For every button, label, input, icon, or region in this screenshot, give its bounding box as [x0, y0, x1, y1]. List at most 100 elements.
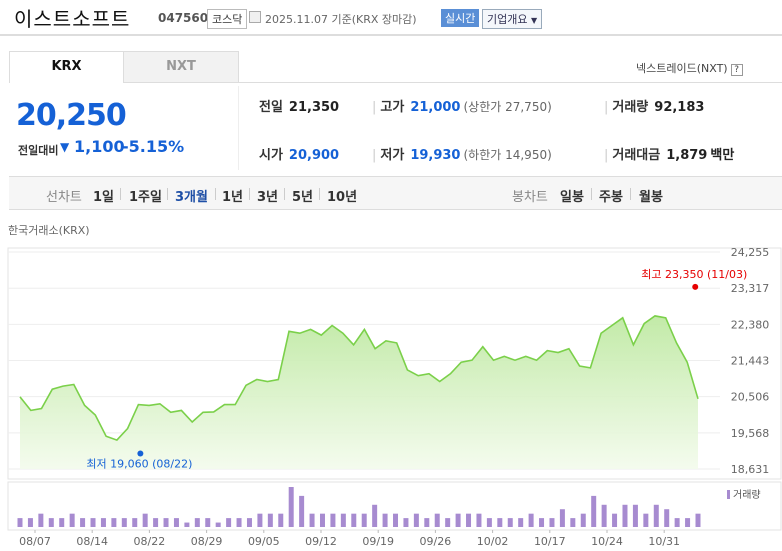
- price-point[interactable]: [18, 395, 22, 399]
- price-point[interactable]: [309, 327, 313, 331]
- price-point[interactable]: [405, 368, 409, 372]
- tab-nxt[interactable]: NXT: [123, 51, 239, 83]
- price-point[interactable]: [502, 354, 506, 358]
- price-point[interactable]: [61, 384, 65, 388]
- price-point[interactable]: [416, 374, 420, 378]
- price-point[interactable]: [190, 420, 194, 424]
- price-point[interactable]: [653, 314, 657, 318]
- price-point[interactable]: [610, 324, 614, 328]
- period-3y[interactable]: 3년: [257, 190, 279, 205]
- realtime-button[interactable]: 실시간: [441, 9, 480, 27]
- price-point[interactable]: [556, 351, 560, 355]
- period-5y[interactable]: 5년: [292, 190, 314, 205]
- price-point[interactable]: [621, 316, 625, 320]
- price-point[interactable]: [212, 410, 216, 414]
- candle-weekly[interactable]: 주봉: [599, 190, 623, 205]
- volume-bar: [121, 518, 127, 527]
- price-point[interactable]: [169, 410, 173, 414]
- price-point[interactable]: [685, 360, 689, 364]
- volume-bar: [434, 513, 440, 527]
- volume-bar: [466, 513, 472, 527]
- price-point[interactable]: [40, 406, 44, 410]
- price-point[interactable]: [696, 397, 700, 401]
- price-point[interactable]: [72, 383, 76, 387]
- price-point[interactable]: [298, 331, 302, 335]
- price-point[interactable]: [664, 316, 668, 320]
- price-point[interactable]: [244, 383, 248, 387]
- volume-bar: [570, 518, 576, 527]
- price-point[interactable]: [631, 343, 635, 347]
- price-point[interactable]: [524, 354, 528, 358]
- price-point[interactable]: [201, 410, 205, 414]
- price-point[interactable]: [147, 403, 151, 407]
- price-point[interactable]: [567, 347, 571, 351]
- price-point[interactable]: [83, 403, 87, 407]
- price-point[interactable]: [158, 402, 162, 406]
- volume-bar: [142, 513, 148, 527]
- price-point[interactable]: [588, 366, 592, 370]
- price-point[interactable]: [126, 427, 130, 431]
- volume-bar: [132, 518, 138, 527]
- price-point[interactable]: [535, 358, 539, 362]
- price-point[interactable]: [384, 339, 388, 343]
- price-point[interactable]: [266, 379, 270, 383]
- candle-daily[interactable]: 일봉: [560, 190, 584, 205]
- price-point[interactable]: [438, 379, 442, 383]
- stat-low: | 저가 19,930 (하한가 14,950): [372, 144, 552, 163]
- price-point[interactable]: [330, 324, 334, 328]
- price-point[interactable]: [319, 333, 323, 337]
- help-icon[interactable]: ?: [730, 64, 743, 76]
- volume-bar: [424, 518, 430, 527]
- price-point[interactable]: [287, 329, 291, 333]
- period-10y[interactable]: 10년: [327, 190, 358, 205]
- candle-monthly[interactable]: 월봉: [639, 190, 663, 205]
- volume-bar: [413, 513, 419, 527]
- period-3m[interactable]: 3개월: [175, 190, 208, 205]
- stock-code: 047560: [158, 11, 209, 25]
- price-point[interactable]: [642, 322, 646, 326]
- price-point[interactable]: [427, 372, 431, 376]
- volume-bar: [674, 518, 680, 527]
- price-point[interactable]: [233, 403, 237, 407]
- price-point[interactable]: [136, 403, 140, 407]
- nextrade-link[interactable]: 넥스트레이드(NXT)?: [636, 60, 743, 76]
- price-point[interactable]: [395, 341, 399, 345]
- price-point[interactable]: [448, 372, 452, 376]
- company-name: 이스트소프트: [14, 7, 131, 31]
- price-point[interactable]: [341, 331, 345, 335]
- price-point[interactable]: [362, 327, 366, 331]
- tab-krx[interactable]: KRX: [9, 51, 124, 83]
- volume-bar: [622, 504, 628, 527]
- price-point[interactable]: [222, 403, 226, 407]
- price-point[interactable]: [513, 358, 517, 362]
- price-point[interactable]: [276, 378, 280, 382]
- stat-separator: |: [372, 148, 377, 163]
- price-point[interactable]: [373, 347, 377, 351]
- period-1d[interactable]: 1일: [93, 190, 115, 205]
- price-point[interactable]: [179, 408, 183, 412]
- price-point[interactable]: [481, 345, 485, 349]
- y-tick-label: 21,443: [731, 355, 770, 368]
- price-point[interactable]: [93, 413, 97, 417]
- period-1y[interactable]: 1년: [222, 190, 244, 205]
- price-point[interactable]: [599, 331, 603, 335]
- volume-bar: [184, 522, 190, 527]
- price-point[interactable]: [255, 378, 259, 382]
- price-point[interactable]: [50, 387, 54, 391]
- period-1w[interactable]: 1주일: [129, 190, 162, 205]
- price-point[interactable]: [578, 364, 582, 368]
- volume-bar: [507, 518, 513, 527]
- price-point[interactable]: [545, 349, 549, 353]
- price-point[interactable]: [352, 343, 356, 347]
- price-point[interactable]: [459, 360, 463, 364]
- price-point[interactable]: [674, 341, 678, 345]
- price-point[interactable]: [115, 438, 119, 442]
- price-point[interactable]: [104, 434, 108, 438]
- company-overview-dropdown[interactable]: 기업개요 ▼: [482, 9, 543, 29]
- price-point[interactable]: [492, 358, 496, 362]
- price-point[interactable]: [29, 408, 33, 412]
- volume-bar: [382, 513, 388, 527]
- price-point[interactable]: [470, 358, 474, 362]
- volume-bar: [403, 518, 409, 527]
